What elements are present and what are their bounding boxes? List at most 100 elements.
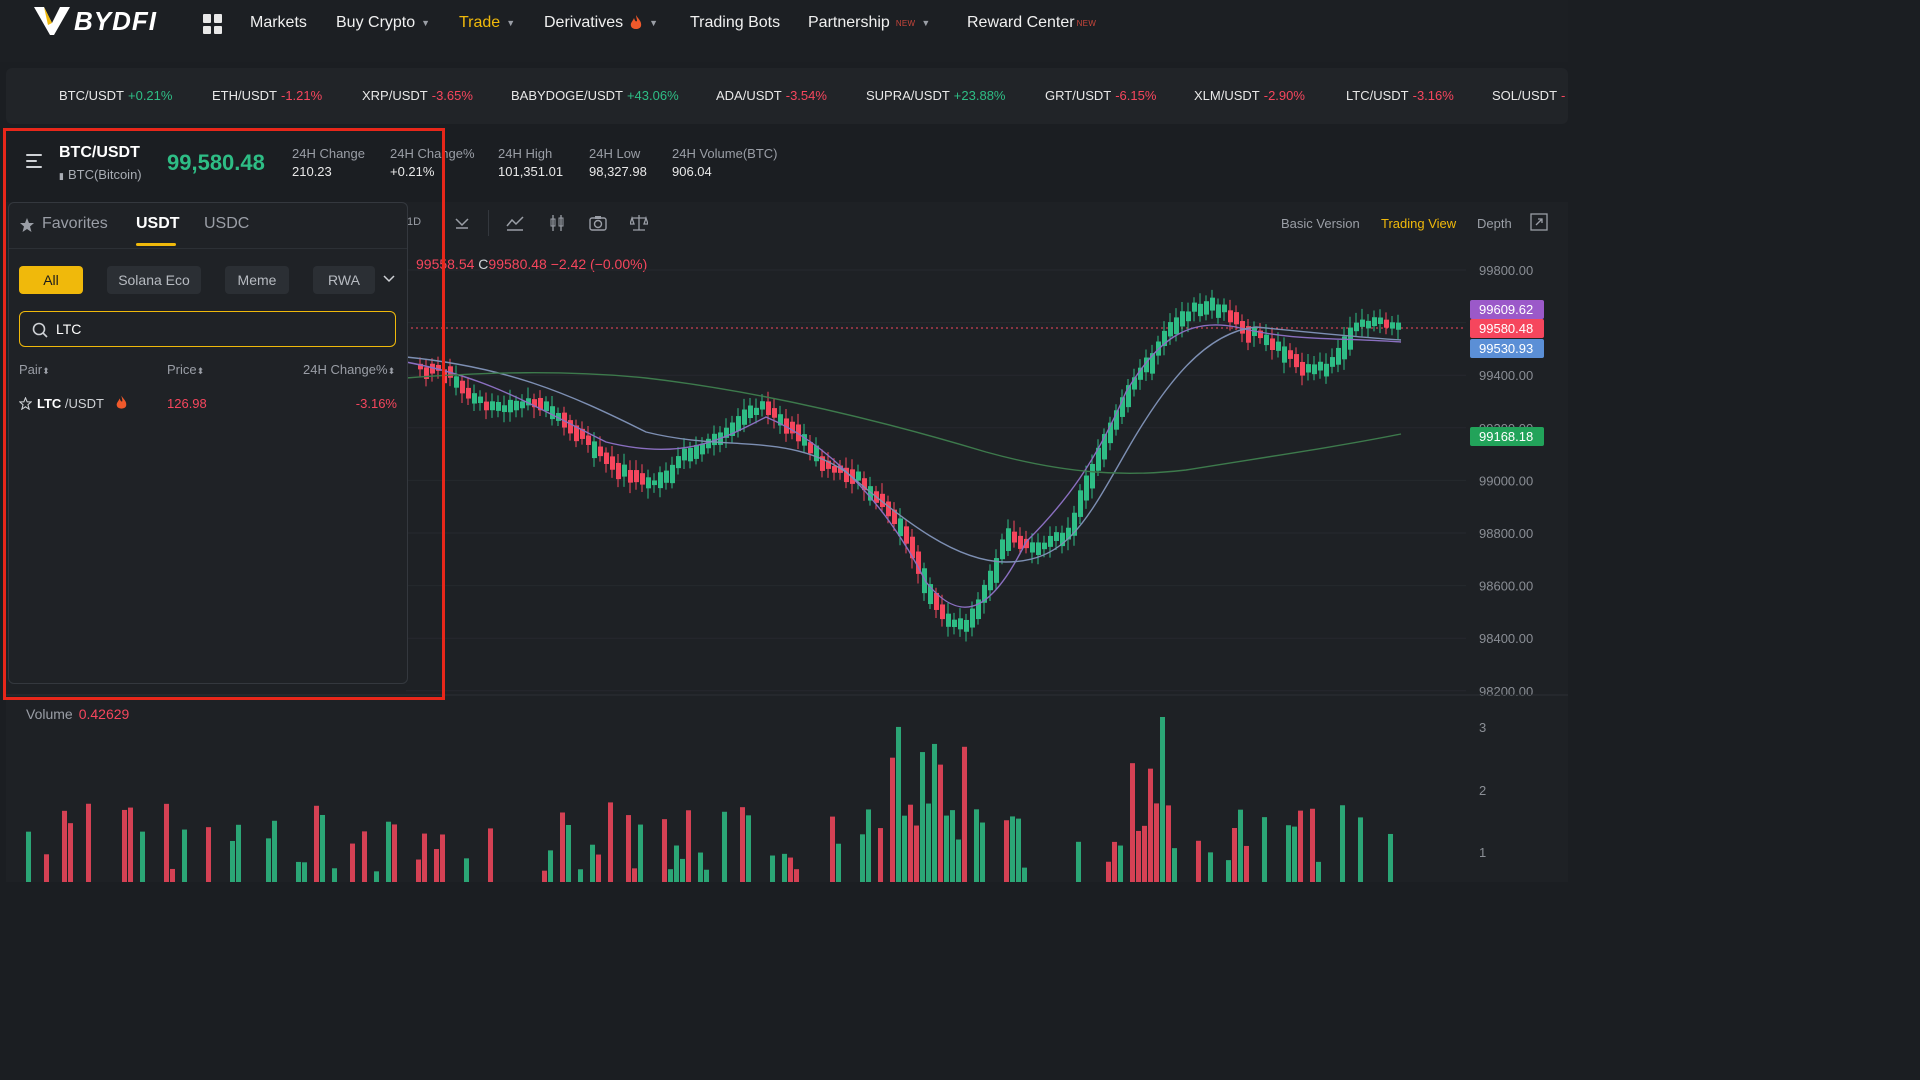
price-chart[interactable]: 99800.0099600.0099400.0099200.0099000.00…: [6, 202, 1568, 882]
volume-bar: [950, 810, 955, 882]
ticker-item[interactable]: BABYDOGE/USDT +43.06%: [511, 88, 679, 103]
camera-icon[interactable]: [589, 214, 607, 232]
volume-bar: [302, 862, 307, 882]
nav-markets[interactable]: Markets: [250, 14, 307, 31]
search-input[interactable]: [56, 319, 376, 339]
ticker-item[interactable]: SUPRA/USDT +23.88%: [866, 88, 1006, 103]
nav-buy-crypto[interactable]: Buy Crypto ▼: [336, 14, 431, 31]
candle-body: [814, 445, 819, 462]
candle-body: [1384, 319, 1389, 328]
fire-icon: [630, 15, 642, 29]
volume-bar: [1172, 848, 1177, 882]
chevron-down-icon[interactable]: [453, 214, 471, 232]
candle-body: [1090, 463, 1095, 489]
ticker-item[interactable]: LTC/USDT -3.16%: [1346, 88, 1454, 103]
candle-body: [424, 367, 429, 379]
filter-chip-rwa[interactable]: RWA: [313, 266, 375, 294]
volume-bar: [422, 833, 427, 882]
scale-icon[interactable]: [630, 214, 648, 232]
sort-icon: ⬍: [42, 366, 50, 376]
volume-bar: [1292, 826, 1297, 882]
indicator-icon[interactable]: [506, 214, 524, 232]
volume-bar: [782, 853, 787, 882]
pair-search-box[interactable]: [19, 311, 396, 347]
filter-chip-meme[interactable]: Meme: [225, 266, 289, 294]
nav-trading-bots[interactable]: Trading Bots: [690, 14, 781, 31]
ticker-item[interactable]: BTC/USDT +0.21%: [59, 88, 173, 103]
candle-body: [790, 421, 795, 434]
tab-usdc[interactable]: USDC: [204, 215, 250, 232]
chevron-down-icon[interactable]: [383, 273, 395, 285]
market-row[interactable]: LTC /USDT 126.98 -3.16%: [19, 395, 397, 415]
candle-body: [508, 399, 513, 413]
candle-body: [916, 551, 921, 574]
candle-body: [1096, 447, 1101, 471]
candle-body: [1396, 322, 1401, 330]
candlestick-icon[interactable]: [548, 214, 566, 232]
volume-bar: [590, 844, 595, 882]
menu-icon[interactable]: [26, 154, 42, 168]
tab-usdt[interactable]: USDT: [136, 215, 180, 232]
candle-body: [1072, 512, 1077, 536]
volume-bar: [1310, 808, 1315, 882]
candle-body: [1150, 353, 1155, 374]
volume-bar: [392, 824, 397, 882]
nav-partnership[interactable]: Partnership NEW ▼: [808, 14, 931, 31]
nav-reward-center[interactable]: Reward Center NEW: [967, 14, 1097, 31]
y-tick-label: 98600.00: [1479, 579, 1533, 594]
volume-bar: [914, 825, 919, 882]
candle-body: [1126, 385, 1131, 408]
volume-bar: [1286, 825, 1291, 882]
tab-favorites[interactable]: Favorites: [42, 215, 108, 232]
candle-body: [1360, 319, 1365, 327]
candle-body: [538, 397, 543, 411]
column-header-pair[interactable]: Pair⬍: [19, 362, 50, 377]
ticker-item[interactable]: ADA/USDT -3.54%: [716, 88, 827, 103]
candle-body: [898, 518, 903, 537]
filter-chip-all[interactable]: All: [19, 266, 83, 294]
depth-toggle[interactable]: Depth: [1477, 216, 1512, 231]
volume-bar: [434, 849, 439, 882]
trading-view-toggle[interactable]: Trading View: [1381, 216, 1457, 231]
volume-bar: [1262, 817, 1267, 882]
y-tick-label: 98200.00: [1479, 684, 1533, 699]
candle-body: [496, 401, 501, 411]
star-outline-icon[interactable]: [19, 397, 32, 410]
stat-24h-low: 24H Low 98,327.98: [589, 146, 647, 179]
ticker-item[interactable]: SOL/USDT -: [1492, 88, 1566, 103]
pair-symbol[interactable]: BTC/USDT: [59, 144, 140, 161]
apps-grid-icon[interactable]: [203, 14, 223, 34]
candle-body: [982, 584, 987, 603]
filter-chip-solana-eco[interactable]: Solana Eco: [107, 266, 201, 294]
candle-body: [760, 401, 765, 410]
column-header-change[interactable]: 24H Change%⬍: [303, 362, 396, 377]
ticker-item[interactable]: ETH/USDT -1.21%: [212, 88, 323, 103]
volume-bar: [566, 824, 571, 882]
column-header-price[interactable]: Price⬍: [167, 362, 205, 377]
volume-bar: [668, 869, 673, 882]
volume-bar: [890, 757, 895, 882]
stat-24h-high: 24H High 101,351.01: [498, 146, 564, 179]
ticker-item[interactable]: XRP/USDT -3.65%: [362, 88, 473, 103]
ticker-item[interactable]: XLM/USDT -2.90%: [1194, 88, 1305, 103]
candle-body: [1342, 336, 1347, 360]
volume-bar: [962, 746, 967, 882]
fullscreen-icon[interactable]: [1530, 213, 1548, 231]
volume-bar: [1316, 861, 1321, 882]
nav-trade[interactable]: Trade ▼: [459, 14, 516, 31]
volume-bar: [182, 829, 187, 882]
basic-version-toggle[interactable]: Basic Version: [1281, 216, 1360, 231]
volume-bar: [314, 805, 319, 882]
candle-body: [526, 398, 531, 406]
volume-bar: [866, 809, 871, 882]
candle-body: [604, 452, 609, 464]
chevron-down-icon: ▼: [921, 18, 931, 28]
interval-1d[interactable]: 1D: [407, 216, 422, 228]
candle-body: [946, 613, 951, 627]
candle-body: [724, 427, 729, 438]
candle-body: [1192, 302, 1197, 312]
star-icon: [20, 218, 34, 232]
nav-derivatives[interactable]: Derivatives ▼: [544, 14, 659, 31]
ticker-item[interactable]: GRT/USDT -6.15%: [1045, 88, 1157, 103]
bydfi-logo[interactable]: BYDFI: [34, 4, 157, 38]
